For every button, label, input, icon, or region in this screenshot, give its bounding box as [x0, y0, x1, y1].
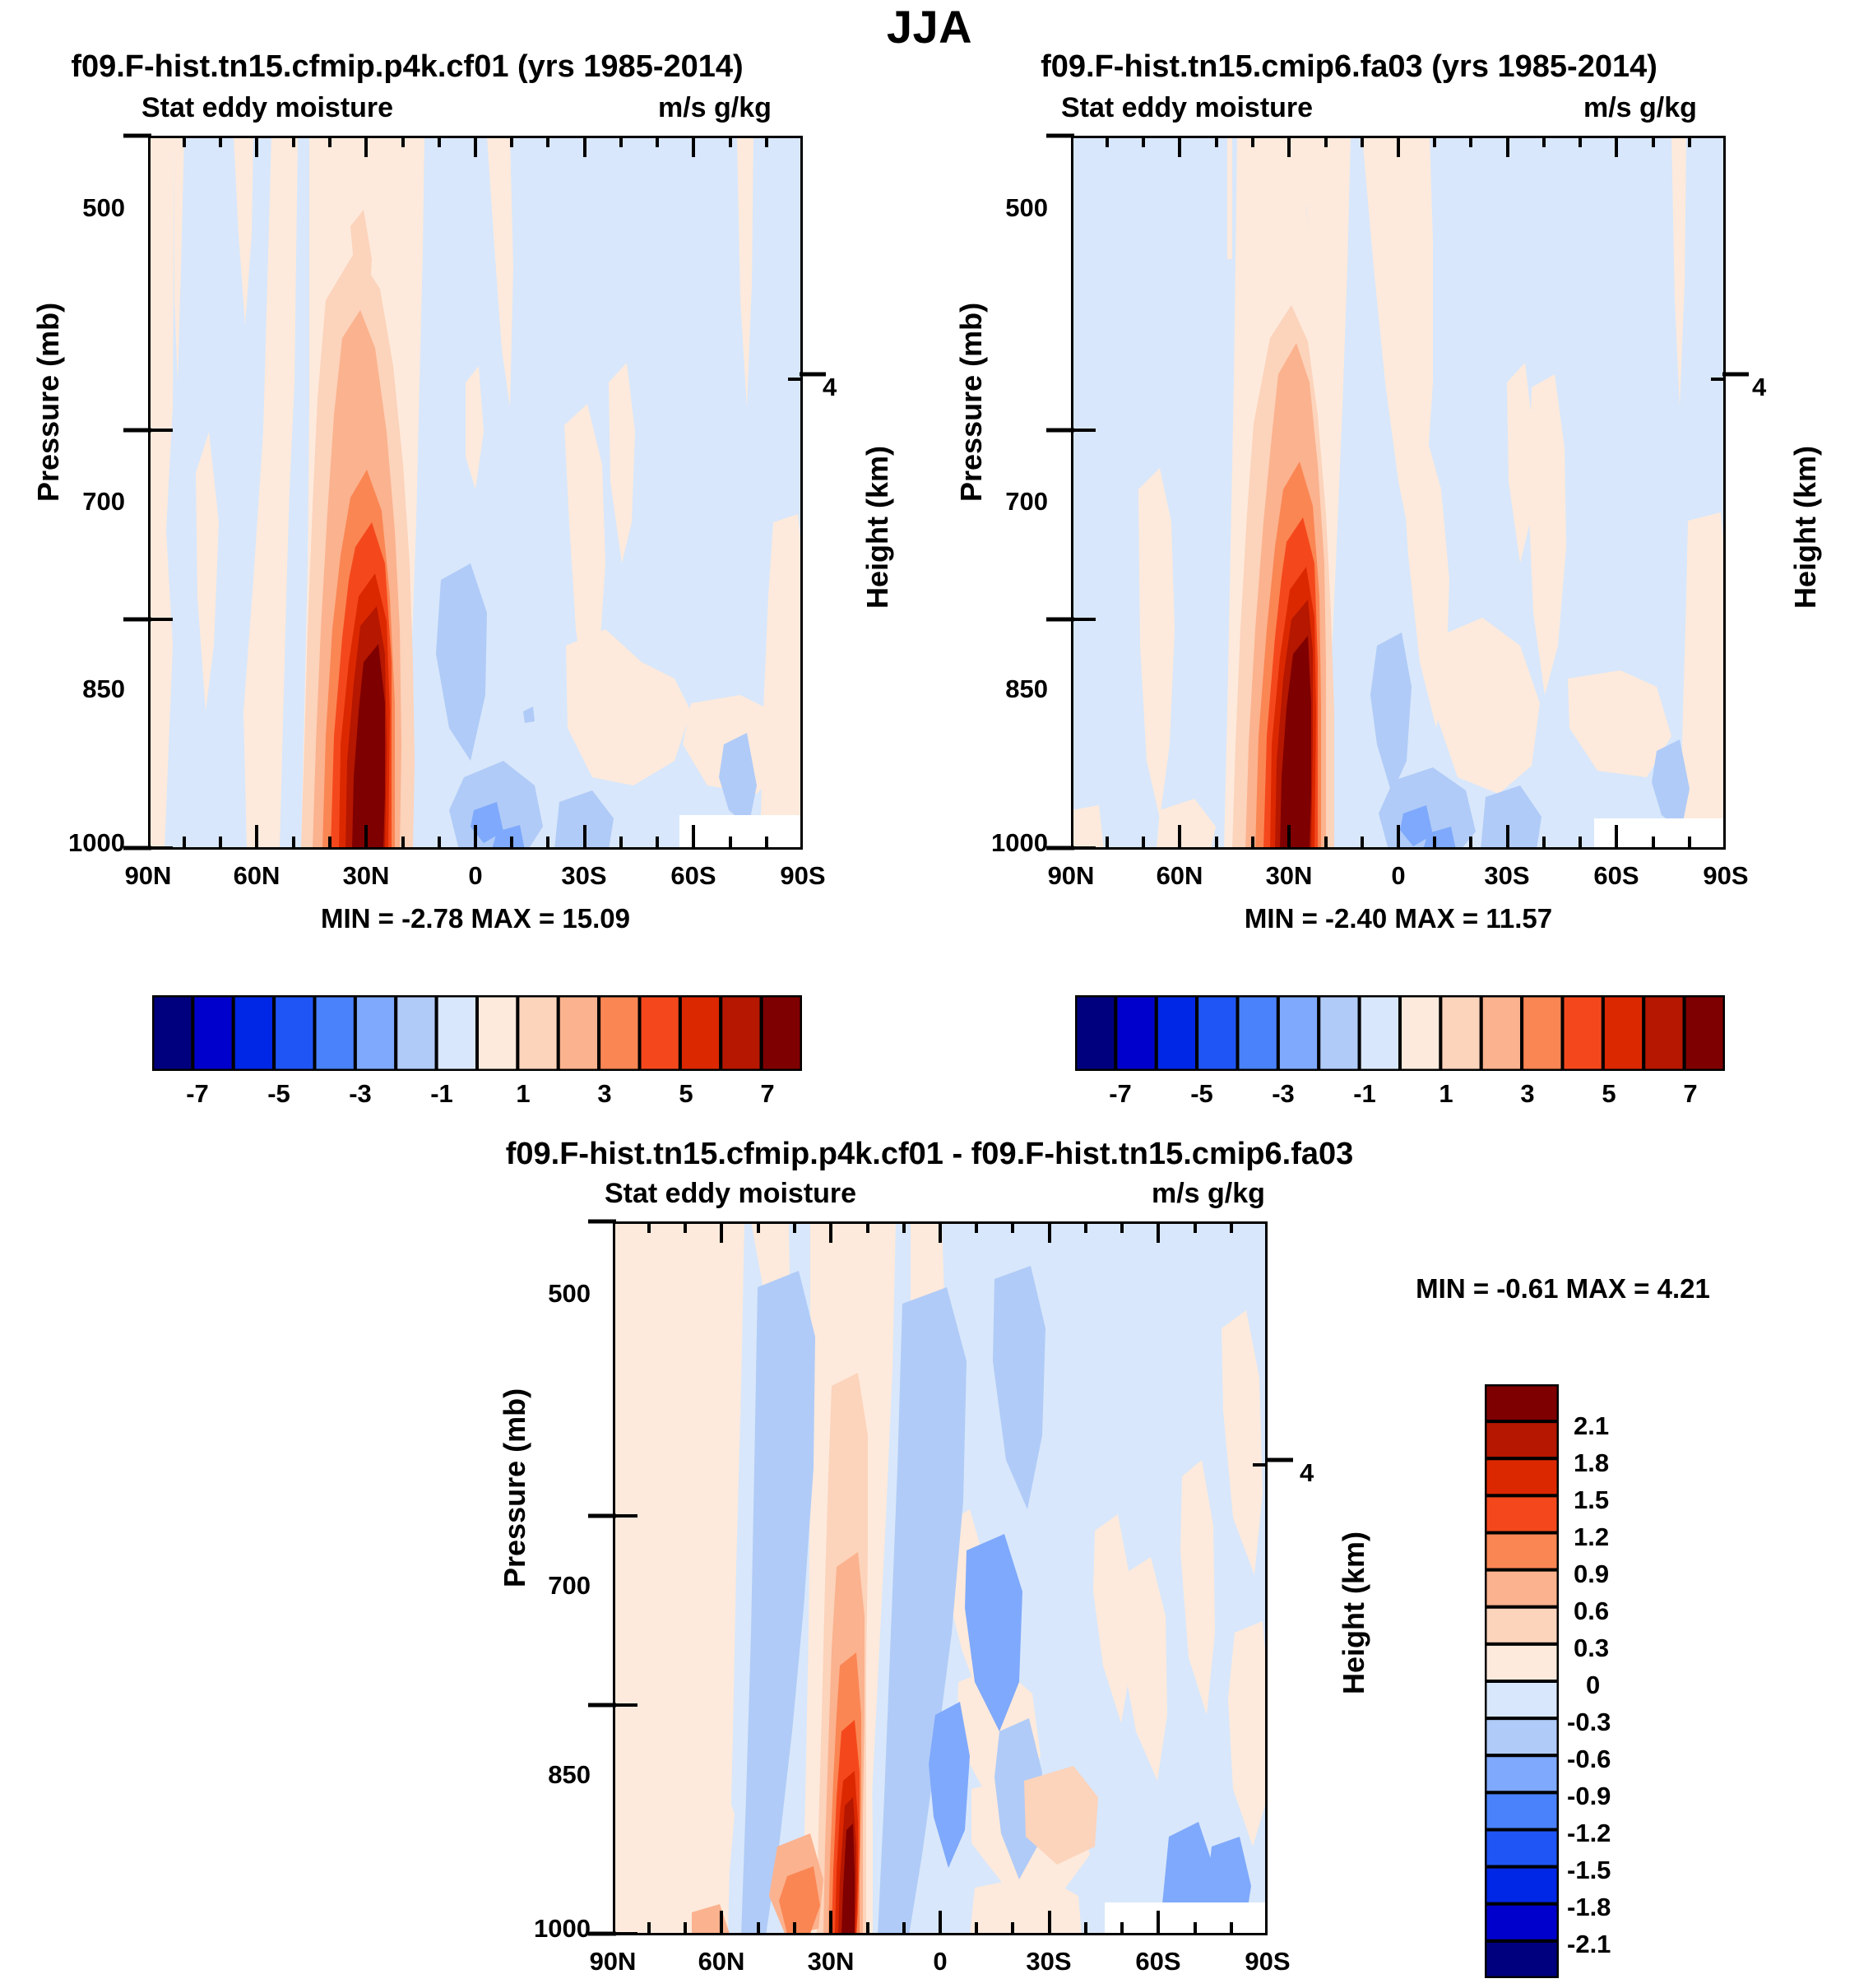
xtick-top-right-90N: 90N — [1047, 861, 1095, 890]
xtick-top-right-30S: 30S — [1484, 861, 1530, 890]
ytick-bottom-1000: 1000 — [534, 1914, 591, 1943]
yaxis-title-bottom-diff: Pressure (mb) — [498, 1388, 531, 1587]
cbtick-tl-p3: 3 — [597, 1079, 612, 1108]
panel-title-bottom-diff: f09.F-hist.tn15.cfmip.p4k.cf01 - f09.F-h… — [505, 1137, 1354, 1171]
panel-title-top-right: f09.F-hist.tn15.cmip6.fa03 (yrs 1985-201… — [1041, 49, 1657, 84]
cbtick-tl-m1: -1 — [430, 1079, 453, 1108]
xtick-top-right-60S: 60S — [1593, 861, 1639, 890]
cbtick-tr-p1: 1 — [1439, 1079, 1453, 1108]
cbtick-bd-m2p1: -2.1 — [1567, 1930, 1611, 1958]
cbtick-bd-m0p3: -0.3 — [1567, 1708, 1611, 1736]
htick-bottom-4: 4 — [1300, 1458, 1314, 1487]
cbtick-tr-m5: -5 — [1190, 1079, 1213, 1108]
ytick-top-right-1000: 1000 — [991, 828, 1048, 857]
xtick-top-right-0: 0 — [1391, 861, 1406, 890]
cbtick-tl-p1: 1 — [516, 1079, 531, 1108]
cbtick-bd-0p9: 0.9 — [1574, 1559, 1610, 1588]
cbtick-bd-m1p5: -1.5 — [1567, 1856, 1611, 1884]
htick-marks-top-right — [1722, 372, 1749, 377]
panel-varlabel-top-right: Stat eddy moisture — [1061, 92, 1314, 123]
xtick-bottom-0: 0 — [933, 1947, 948, 1976]
plot-top-right — [1071, 136, 1726, 850]
cbtick-tl-p5: 5 — [679, 1079, 693, 1108]
y2axis-title-top-right: Height (km) — [1788, 446, 1822, 609]
panel-title-top-left: f09.F-hist.tn15.cfmip.p4k.cf01 (yrs 1985… — [71, 49, 744, 84]
htick-top-right-4: 4 — [1752, 373, 1767, 401]
cbtick-tr-p3: 3 — [1520, 1079, 1535, 1108]
ytick-bottom-500: 500 — [548, 1279, 591, 1308]
cbtick-bd-m0p9: -0.9 — [1567, 1782, 1611, 1810]
htick-top-left-4: 4 — [823, 373, 837, 401]
cbtick-tl-p7: 7 — [760, 1079, 775, 1108]
xtick-top-left-0: 0 — [468, 861, 483, 890]
colorbar-top-right — [1075, 995, 1725, 1071]
xtick-top-left-30N: 30N — [342, 861, 390, 890]
xtick-bottom-90S: 90S — [1245, 1947, 1291, 1976]
colorbar-bottom-diff — [1485, 1384, 1559, 1978]
yaxis-title-top-right: Pressure (mb) — [954, 302, 988, 502]
cbtick-bd-1p2: 1.2 — [1574, 1522, 1610, 1551]
cbtick-tr-p7: 7 — [1683, 1079, 1698, 1108]
ytick-top-left-700: 700 — [82, 487, 125, 516]
xtick-top-left-60S: 60S — [670, 861, 716, 890]
xtick-top-right-90S: 90S — [1703, 861, 1749, 890]
cbtick-bd-1p8: 1.8 — [1574, 1448, 1610, 1477]
cbtick-tr-m7: -7 — [1109, 1079, 1132, 1108]
cbtick-tl-m7: -7 — [186, 1079, 209, 1108]
cbtick-tr-m3: -3 — [1272, 1079, 1295, 1108]
ytick-marks-top-right — [1046, 133, 1074, 850]
ytick-bottom-700: 700 — [548, 1571, 591, 1600]
cbtick-tr-m1: -1 — [1353, 1079, 1376, 1108]
plot-top-left — [148, 136, 803, 850]
xtick-top-right-60N: 60N — [1156, 861, 1203, 890]
cbtick-bd-0p3: 0.3 — [1574, 1633, 1610, 1662]
cbtick-tr-p5: 5 — [1602, 1079, 1616, 1108]
ytick-top-left-850: 850 — [82, 674, 125, 703]
cbtick-bd-0p6: 0.6 — [1574, 1596, 1610, 1625]
ytick-top-right-700: 700 — [1005, 487, 1048, 516]
xtick-top-left-90N: 90N — [124, 861, 172, 890]
xtick-bottom-30S: 30S — [1026, 1947, 1072, 1976]
ytick-marks-bottom — [588, 1219, 616, 1936]
xtick-bottom-30N: 30N — [807, 1947, 855, 1976]
minmax-bottom-diff: MIN = -0.61 MAX = 4.21 — [1416, 1273, 1710, 1304]
xtick-top-left-60N: 60N — [233, 861, 280, 890]
cbtick-tl-m3: -3 — [349, 1079, 372, 1108]
y2axis-title-top-left: Height (km) — [860, 446, 894, 609]
colorbar-top-left — [152, 995, 802, 1071]
xtick-top-left-30S: 30S — [561, 861, 607, 890]
ytick-top-left-1000: 1000 — [68, 828, 125, 857]
panel-varlabel-top-left: Stat eddy moisture — [141, 92, 394, 123]
xtick-bottom-60N: 60N — [698, 1947, 745, 1976]
cbtick-bd-0: 0 — [1586, 1671, 1601, 1699]
plot-bottom-diff — [613, 1221, 1268, 1935]
cbtick-bd-m1p2: -1.2 — [1567, 1819, 1611, 1847]
ytick-marks-top-left — [123, 133, 151, 850]
cbtick-bd-1p5: 1.5 — [1574, 1485, 1610, 1514]
minmax-top-right: MIN = -2.40 MAX = 11.57 — [1244, 903, 1553, 934]
ytick-bottom-850: 850 — [548, 1760, 591, 1789]
htick-marks-top-left — [800, 372, 826, 377]
xtick-top-left-90S: 90S — [780, 861, 826, 890]
xtick-bottom-60S: 60S — [1135, 1947, 1181, 1976]
yaxis-title-top-left: Pressure (mb) — [31, 302, 65, 502]
minmax-top-left: MIN = -2.78 MAX = 15.09 — [320, 903, 630, 934]
xtick-top-right-30N: 30N — [1265, 861, 1313, 890]
panel-units-bottom-diff: m/s g/kg — [1152, 1178, 1265, 1209]
cbtick-bd-2p1: 2.1 — [1574, 1411, 1610, 1440]
ytick-top-right-500: 500 — [1005, 193, 1048, 222]
figure-suptitle: JJA — [886, 1, 973, 53]
xtick-bottom-90N: 90N — [589, 1947, 637, 1976]
panel-units-top-right: m/s g/kg — [1583, 92, 1697, 123]
cbtick-bd-m1p8: -1.8 — [1567, 1893, 1611, 1921]
panel-units-top-left: m/s g/kg — [658, 92, 772, 123]
ytick-top-left-500: 500 — [82, 193, 125, 222]
cbtick-bd-m0p6: -0.6 — [1567, 1745, 1611, 1773]
ytick-top-right-850: 850 — [1005, 674, 1048, 703]
htick-marks-bottom — [1267, 1457, 1293, 1462]
panel-varlabel-bottom-diff: Stat eddy moisture — [605, 1178, 857, 1209]
y2axis-title-bottom-diff: Height (km) — [1337, 1532, 1370, 1694]
cbtick-tl-m5: -5 — [267, 1079, 290, 1108]
